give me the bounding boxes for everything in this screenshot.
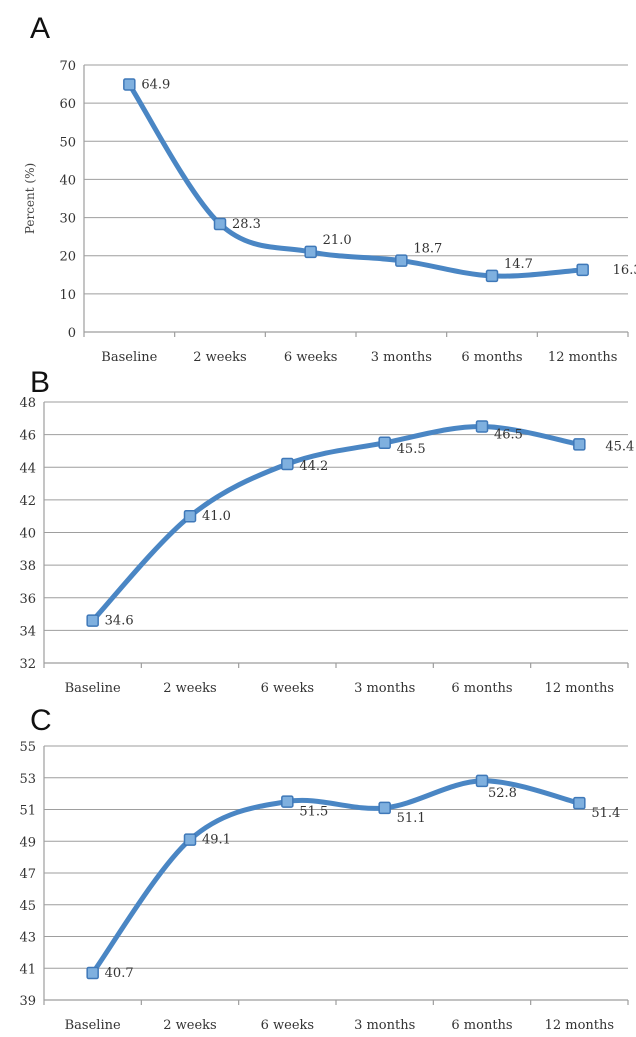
data-point-marker (86, 614, 99, 627)
data-point-marker (86, 966, 99, 980)
data-label: 64.9 (141, 77, 170, 92)
chart-panel-a: A 0 10 20 30 40 50 60 70 Baseline 2 weeks 6 weeks 3 … (23, 12, 636, 365)
y-axis-label: Percent (%) (23, 163, 37, 234)
data-point-marker (213, 217, 227, 231)
y-tick-label: 40 (59, 173, 76, 188)
series-line (90, 778, 582, 976)
data-label: 51.1 (397, 811, 426, 826)
data-label: 44.2 (299, 459, 328, 474)
x-category-label: 2 weeks (163, 1018, 216, 1033)
x-category-label: 6 weeks (261, 681, 314, 696)
y-tick-label: 46 (19, 429, 36, 444)
x-category-label: 12 months (548, 350, 617, 365)
x-category-label: 12 months (545, 681, 614, 696)
y-tick-label: 38 (19, 559, 36, 574)
y-tick-label: 50 (59, 135, 76, 150)
y-tick-label: 60 (59, 97, 76, 112)
y-tick-label: 42 (19, 494, 36, 509)
data-label: 18.7 (413, 242, 442, 257)
data-label: 52.8 (488, 786, 517, 801)
panel-letter: B (30, 366, 50, 399)
data-point-marker (395, 254, 408, 267)
data-point-marker (576, 263, 589, 277)
y-tick-label: 43 (19, 931, 36, 946)
data-point-marker (183, 833, 197, 846)
series-line (126, 81, 586, 279)
y-tick-label: 20 (59, 250, 76, 265)
x-category-label: 2 weeks (163, 681, 216, 696)
x-category-label: 2 weeks (193, 350, 246, 365)
data-label: 16.3 (613, 263, 636, 278)
data-label: 46.5 (494, 427, 523, 442)
y-tick-label: 0 (68, 326, 76, 341)
data-label: 41.0 (202, 509, 231, 524)
y-tick-label: 32 (19, 657, 36, 672)
x-category-label: 6 weeks (261, 1018, 314, 1033)
x-category-label: 6 months (461, 350, 522, 365)
x-category-label: 3 months (354, 1018, 415, 1033)
data-point-marker (123, 78, 136, 91)
chart-panel-b: B 32 34 36 38 40 42 44 46 48 Baseline 2 weeks 6 week… (19, 366, 634, 696)
y-tick-label: 47 (19, 867, 36, 882)
y-tick-label: 51 (19, 804, 36, 819)
y-tick-label: 34 (19, 624, 36, 639)
x-category-label: 3 months (354, 681, 415, 696)
y-tick-label: 36 (19, 592, 36, 607)
data-point-marker (485, 269, 499, 283)
panel-letter: A (30, 12, 50, 45)
y-tick-label: 39 (19, 994, 36, 1009)
y-tick-label: 10 (59, 288, 76, 303)
y-tick-label: 44 (19, 461, 36, 476)
x-category-label: 12 months (545, 1018, 614, 1033)
y-tick-label: 53 (19, 772, 36, 787)
data-point-marker (183, 509, 197, 523)
y-tick-label: 41 (19, 962, 36, 977)
data-point-marker (281, 457, 294, 471)
data-label: 14.7 (504, 257, 533, 272)
data-point-marker (475, 420, 489, 433)
data-label: 34.6 (105, 614, 134, 629)
y-tick-label: 30 (59, 212, 76, 227)
data-point-marker (281, 795, 294, 808)
chart-panel-c: C 39 41 43 45 47 49 51 53 55 Baseline 2 weeks 6 week… (19, 704, 629, 1033)
x-category-label: 6 weeks (284, 350, 337, 365)
x-category-label: 6 months (451, 681, 512, 696)
data-label: 45.5 (397, 442, 426, 457)
series-line (90, 423, 582, 624)
y-tick-label: 45 (19, 899, 36, 914)
data-point-marker (573, 438, 586, 451)
x-category-label: 6 months (451, 1018, 512, 1033)
data-label: 49.1 (202, 833, 231, 848)
data-label: 28.3 (232, 217, 261, 232)
data-label: 51.4 (591, 806, 620, 821)
y-tick-label: 40 (19, 527, 36, 542)
data-label: 40.7 (105, 966, 134, 981)
y-tick-label: 70 (59, 59, 76, 74)
data-point-marker (304, 245, 317, 259)
data-point-marker (378, 801, 391, 815)
data-label: 51.5 (299, 805, 328, 820)
data-point-marker (573, 796, 586, 810)
y-tick-label: 48 (19, 396, 36, 411)
data-label: 45.4 (605, 439, 634, 454)
panel-letter: C (30, 704, 52, 737)
x-category-label: 3 months (371, 350, 432, 365)
data-point-marker (378, 436, 391, 450)
data-label: 21.0 (323, 233, 352, 248)
data-point-marker (475, 774, 489, 788)
y-tick-label: 55 (19, 740, 36, 755)
x-category-label: Baseline (65, 681, 121, 696)
y-tick-label: 49 (19, 835, 36, 850)
x-category-label: Baseline (101, 350, 157, 365)
x-category-label: Baseline (65, 1018, 121, 1033)
